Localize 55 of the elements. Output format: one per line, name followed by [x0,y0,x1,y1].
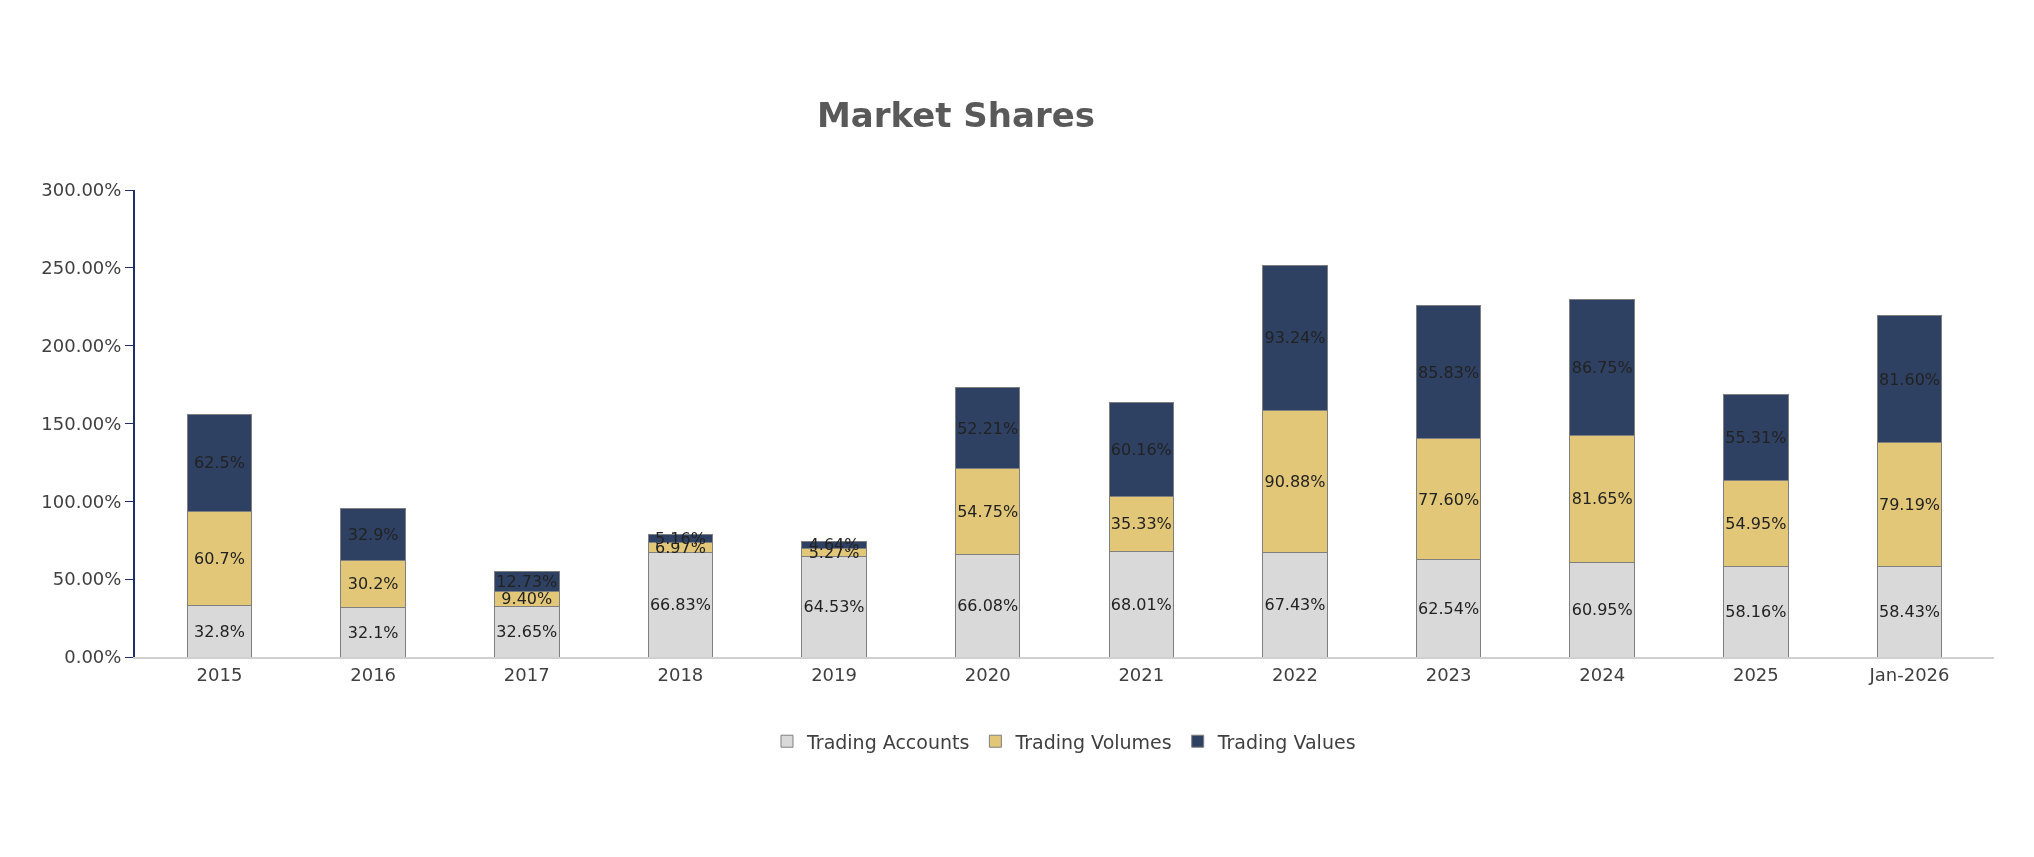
data-label: 35.33% [1110,514,1172,534]
y-tick-label: 200.00% [41,334,122,356]
x-tick-label: 2021 [1118,663,1165,685]
data-label: 32.1% [347,622,399,642]
data-label: 68.01% [1110,594,1172,614]
data-label: 32.8% [194,621,245,641]
data-label: 64.53% [803,597,865,617]
data-label: 77.60% [1418,489,1480,509]
data-label: 60.95% [1571,600,1633,620]
x-tick-label: 2024 [1579,663,1626,685]
x-tick-label: 2022 [1272,663,1318,685]
data-label: 85.83% [1418,362,1480,382]
data-label: 66.83% [649,595,711,615]
data-label: 54.95% [1725,514,1787,534]
data-label: 79.19% [1878,494,1941,514]
data-label: 67.43% [1264,595,1326,615]
legend-label: Trading Accounts [806,730,970,753]
x-tick-label: 2025 [1732,663,1779,685]
x-tick-label: 2017 [503,663,550,685]
data-label: 81.60% [1878,369,1941,389]
data-label: 32.9% [347,524,399,544]
data-label: 58.43% [1878,602,1941,622]
data-label: 60.16% [1110,439,1172,459]
x-tick-label: 2016 [350,663,397,685]
y-tick-label: 300.00% [41,179,122,201]
chart-title: Market Shares [816,94,1096,135]
data-label: 12.73% [496,572,558,592]
data-label: 52.21% [957,418,1019,438]
x-tick-label: Jan-2026 [1868,663,1950,685]
data-label: 81.65% [1571,489,1633,509]
x-tick-label: 2020 [964,663,1011,685]
legend-label: Trading Volumes [1014,730,1172,753]
y-tick-label: 0.00% [64,646,122,668]
x-tick-label: 2018 [657,663,704,685]
y-tick-label: 250.00% [41,257,122,279]
data-label: 32.65% [496,622,558,642]
data-label: 60.7% [194,549,245,569]
data-label: 9.40% [501,589,553,609]
data-label: 62.5% [194,453,245,473]
data-label: 30.2% [347,574,399,594]
data-label: 90.88% [1264,471,1326,491]
data-label: 86.75% [1571,358,1633,377]
data-label: 58.16% [1725,602,1787,622]
y-tick-label: 50.00% [52,568,122,590]
y-tick-label: 100.00% [41,490,122,512]
y-tick-label: 150.00% [41,412,122,434]
legend-label: Trading Values [1216,730,1356,753]
data-label: 54.75% [957,502,1019,522]
x-tick-label: 2019 [811,663,857,685]
data-label: 55.31% [1725,428,1787,448]
data-label: 62.54% [1418,598,1480,618]
x-tick-label: 2023 [1425,663,1472,685]
x-tick-label: 2015 [196,663,243,685]
data-label: 93.24% [1264,328,1326,348]
data-label: 66.08% [957,596,1019,616]
